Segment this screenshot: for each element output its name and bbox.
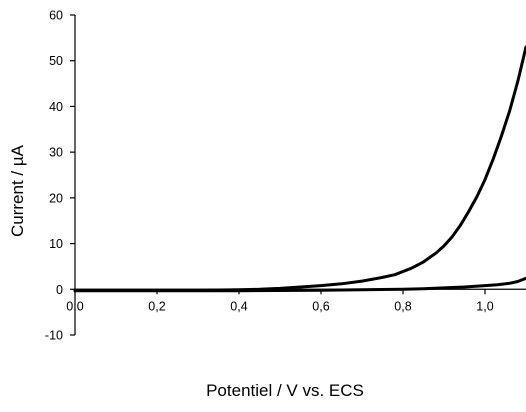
x-tick-label: 0,8	[394, 299, 411, 313]
y-tick-label: 60	[49, 9, 63, 23]
x-tick-label: 0,2	[148, 299, 165, 313]
series-layer	[73, 45, 526, 293]
series-line-1	[73, 45, 526, 292]
series-line-2	[73, 276, 526, 293]
x-tick-label: 0,6	[312, 299, 329, 313]
y-tick-label: 0	[56, 283, 63, 297]
x-axis-title: Potentiel / V vs. ECS	[206, 381, 364, 400]
y-axis-title: Current / µA	[8, 144, 27, 237]
y-tick-label: -10	[45, 329, 63, 343]
x-tick-label: 1,0	[476, 299, 493, 313]
x-tick-label: 0,4	[230, 299, 247, 313]
y-tick-label: 20	[49, 191, 63, 205]
axes-layer: -10 0 10 20 30 40 50 60 0,0 0,2 0,4 0,6 0,8 1,0	[45, 9, 526, 343]
y-tick-label: 50	[49, 54, 63, 68]
y-tick-label: 10	[49, 237, 63, 251]
x-tick-label: 0,0	[66, 299, 83, 313]
y-tick-label: 40	[49, 100, 63, 114]
y-tick-label: 30	[49, 146, 63, 160]
